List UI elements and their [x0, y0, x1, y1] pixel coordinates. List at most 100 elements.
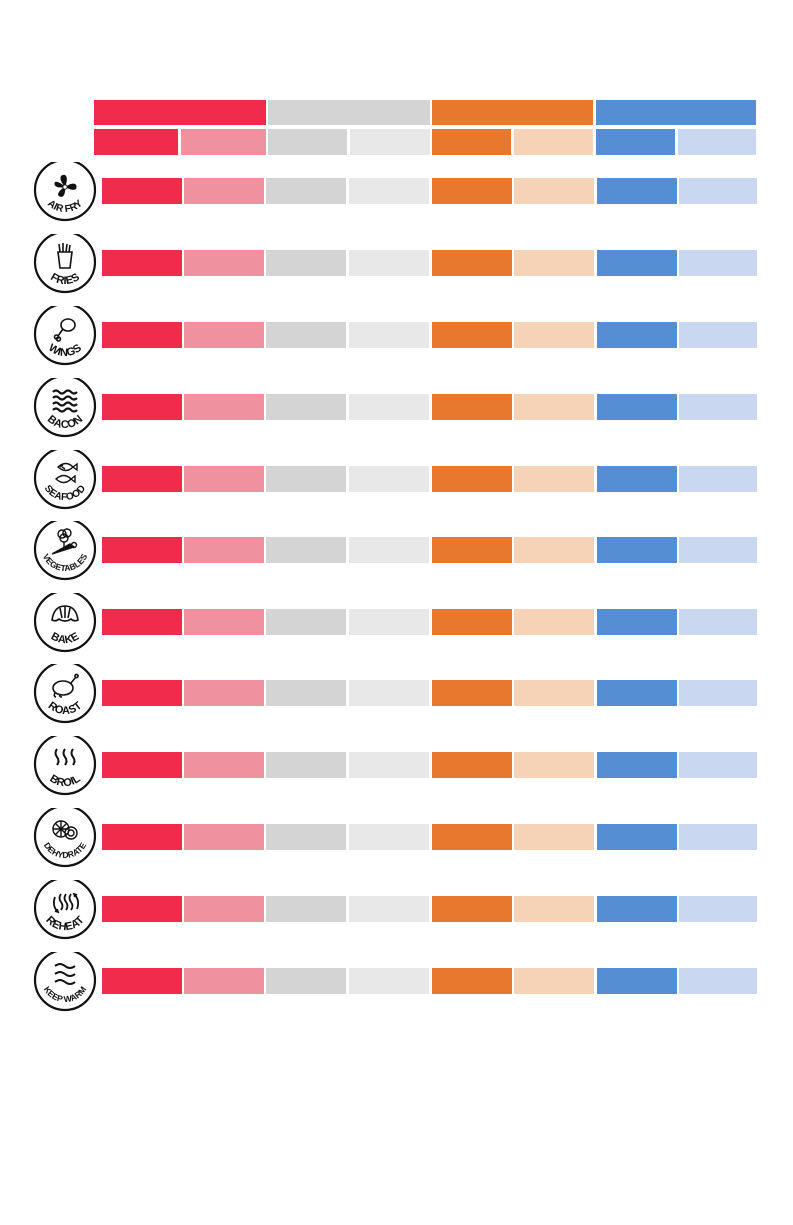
setting-cell-5: [432, 824, 512, 850]
svg-text:BAKE: BAKE: [49, 630, 81, 646]
setting-cell-1: [102, 896, 182, 922]
setting-cell-4: [349, 896, 429, 922]
setting-cell-2: [184, 322, 264, 348]
setting-cell-7: [597, 824, 677, 850]
subheader-col-1: [94, 129, 178, 155]
setting-cell-3: [266, 250, 346, 276]
setting-cell-8: [679, 609, 757, 635]
setting-cell-2: [184, 609, 264, 635]
setting-cell-4: [349, 178, 429, 204]
setting-cell-7: [597, 752, 677, 778]
subheader-col-7: [596, 129, 675, 155]
setting-cell-5: [432, 537, 512, 563]
setting-cell-1: [102, 466, 182, 492]
setting-cell-3: [266, 178, 346, 204]
setting-cell-5: [432, 394, 512, 420]
setting-cell-1: [102, 968, 182, 994]
setting-cell-5: [432, 466, 512, 492]
setting-cell-5: [432, 250, 512, 276]
setting-cell-6: [514, 250, 594, 276]
setting-cell-7: [597, 537, 677, 563]
setting-cell-8: [679, 824, 757, 850]
setting-cell-1: [102, 250, 182, 276]
setting-cell-4: [349, 322, 429, 348]
setting-cell-7: [597, 680, 677, 706]
setting-cell-6: [514, 680, 594, 706]
setting-cell-3: [266, 466, 346, 492]
setting-cell-5: [432, 178, 512, 204]
header-group-red: [94, 100, 266, 125]
setting-cell-6: [514, 896, 594, 922]
function-label: WINGS: [46, 342, 84, 359]
svg-text:WINGS: WINGS: [46, 342, 84, 359]
function-label: REHEAT: [43, 914, 86, 933]
setting-cell-4: [349, 609, 429, 635]
setting-cell-6: [514, 609, 594, 635]
subheader-col-4: [350, 129, 430, 155]
function-row: BACON: [0, 378, 793, 438]
heat-waves-icon: BROIL: [30, 736, 100, 796]
setting-cell-7: [597, 609, 677, 635]
function-label: KEEP WARM: [42, 984, 88, 1004]
function-row: BROIL: [0, 736, 793, 796]
setting-cell-6: [514, 824, 594, 850]
setting-cell-5: [432, 322, 512, 348]
setting-cell-2: [184, 968, 264, 994]
setting-cell-6: [514, 752, 594, 778]
function-row: REHEAT: [0, 880, 793, 940]
function-label: BROIL: [48, 773, 83, 790]
subheader-col-3: [268, 129, 347, 155]
svg-text:KEEP WARM: KEEP WARM: [42, 984, 88, 1004]
croissant-icon: BAKE: [30, 593, 100, 653]
function-row: SEAFOOD: [0, 450, 793, 510]
setting-cell-8: [679, 466, 757, 492]
setting-cell-3: [266, 896, 346, 922]
vegetables-icon: VEGETABLES: [30, 521, 100, 581]
setting-cell-8: [679, 896, 757, 922]
setting-cell-3: [266, 752, 346, 778]
setting-cell-1: [102, 537, 182, 563]
function-row: AIR FRY: [0, 162, 793, 222]
subheader-col-6: [514, 129, 593, 155]
fan-icon: AIR FRY: [30, 162, 100, 222]
fries-icon: FRIES: [30, 234, 100, 294]
fish-icon: SEAFOOD: [30, 450, 100, 510]
setting-cell-5: [432, 680, 512, 706]
setting-cell-4: [349, 824, 429, 850]
setting-cell-7: [597, 394, 677, 420]
svg-text:BACON: BACON: [45, 413, 85, 431]
svg-text:ROAST: ROAST: [46, 700, 85, 718]
setting-cell-8: [679, 968, 757, 994]
function-row: DEHYDRATE: [0, 808, 793, 868]
setting-cell-3: [266, 394, 346, 420]
function-label: BACON: [45, 413, 85, 431]
setting-cell-1: [102, 178, 182, 204]
setting-cell-7: [597, 178, 677, 204]
function-label: ROAST: [46, 700, 85, 718]
setting-cell-2: [184, 178, 264, 204]
setting-cell-3: [266, 322, 346, 348]
chicken-wing-icon: WINGS: [30, 306, 100, 366]
setting-cell-1: [102, 609, 182, 635]
setting-cell-4: [349, 466, 429, 492]
setting-cell-2: [184, 896, 264, 922]
setting-cell-1: [102, 394, 182, 420]
setting-cell-5: [432, 609, 512, 635]
setting-cell-2: [184, 824, 264, 850]
svg-text:REHEAT: REHEAT: [43, 914, 86, 933]
setting-cell-3: [266, 537, 346, 563]
roast-chicken-icon: ROAST: [30, 664, 100, 724]
setting-cell-4: [349, 752, 429, 778]
function-row: FRIES: [0, 234, 793, 294]
function-row: ROAST: [0, 664, 793, 724]
function-row: VEGETABLES: [0, 521, 793, 581]
setting-cell-5: [432, 752, 512, 778]
setting-cell-6: [514, 322, 594, 348]
header-group-orange: [432, 100, 593, 125]
setting-cell-8: [679, 394, 757, 420]
function-label: FRIES: [48, 271, 81, 287]
setting-cell-4: [349, 394, 429, 420]
setting-cell-1: [102, 680, 182, 706]
svg-text:BROIL: BROIL: [48, 773, 83, 790]
